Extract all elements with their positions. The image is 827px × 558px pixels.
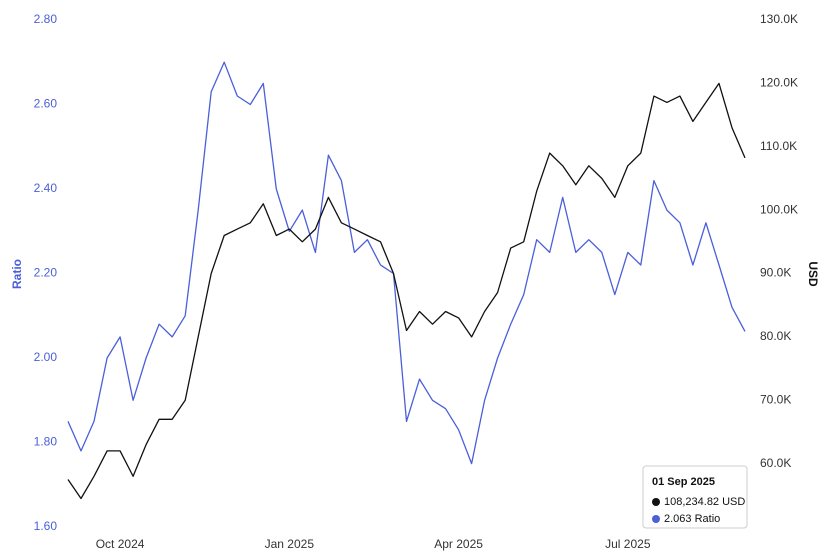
y2-tick-label: 80.0K [760, 329, 791, 343]
y-tick-label: 2.40 [34, 181, 58, 195]
y-tick-label: 2.60 [34, 97, 58, 111]
line-series [67, 61, 746, 465]
y-tick-label: 1.60 [34, 519, 58, 533]
line-series [67, 82, 746, 500]
tooltip-title: 01 Sep 2025 [652, 476, 715, 488]
x-tick-label: Jan 2025 [265, 537, 315, 551]
tooltip-dot [652, 498, 660, 506]
y2-tick-label: 100.0K [760, 202, 798, 216]
y-tick-label: 1.80 [34, 435, 58, 449]
y2-tick-label: 120.0K [760, 76, 798, 90]
y2-tick-label: 60.0K [760, 456, 791, 470]
y2-tick-label: 90.0K [760, 266, 791, 280]
y-axis-title: Ratio [10, 259, 24, 289]
tooltip-dot [652, 515, 660, 523]
y2-axis-title: USD [806, 261, 820, 287]
y2-tick-label: 110.0K [760, 139, 797, 153]
x-tick-label: Apr 2025 [434, 537, 483, 551]
tooltip-line: 108,234.82 USD [664, 496, 745, 508]
y-tick-label: 2.00 [34, 350, 58, 364]
x-tick-label: Jul 2025 [605, 537, 651, 551]
tooltip-line: 2.063 Ratio [664, 513, 720, 525]
x-tick-label: Oct 2024 [96, 537, 145, 551]
y-tick-label: 2.20 [34, 266, 58, 280]
tooltip: 01 Sep 2025 108,234.82 USD 2.063 Ratio [642, 465, 748, 529]
y2-tick-label: 130.0K [760, 12, 798, 26]
y2-tick-label: 70.0K [760, 392, 791, 406]
y-tick-label: 2.80 [34, 12, 58, 26]
tooltip-box [642, 465, 748, 529]
